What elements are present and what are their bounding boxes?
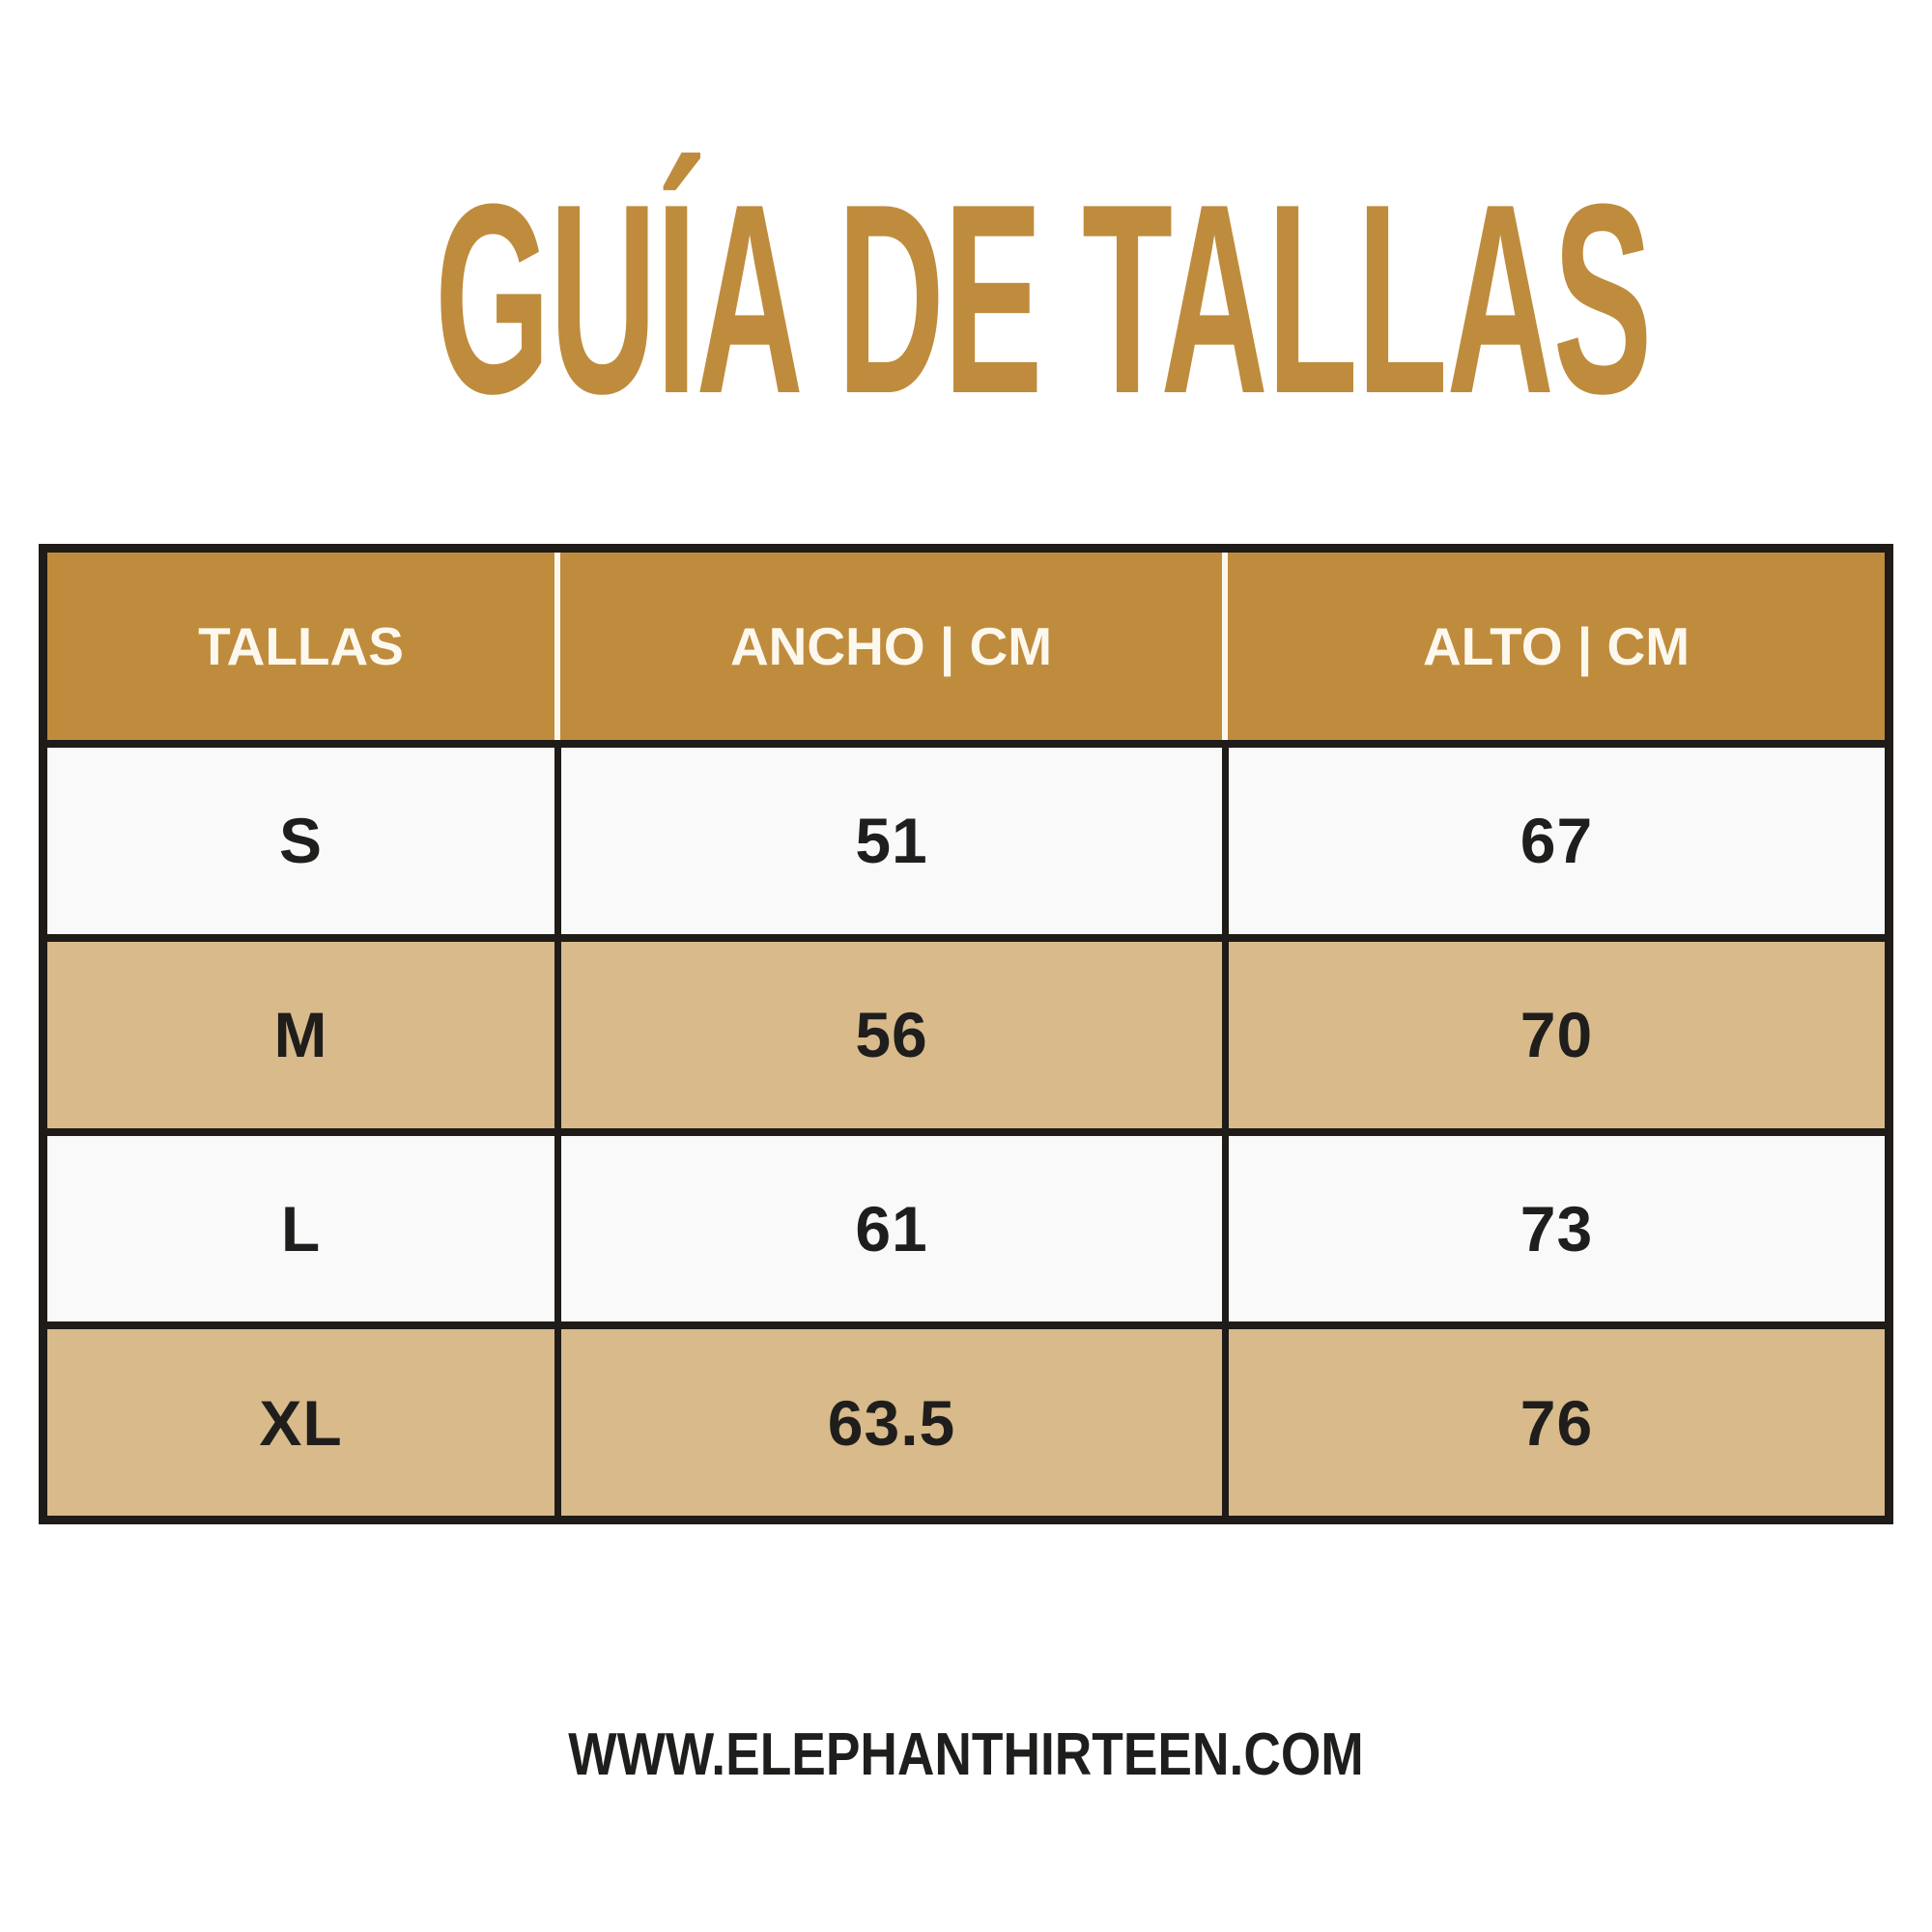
cell-size-s: S bbox=[47, 740, 555, 934]
cell-ancho-l: 61 bbox=[554, 1127, 1223, 1322]
size-table: TALLAS ANCHO | CM ALTO | CM S 51 67 M 56… bbox=[39, 544, 1893, 1524]
website-url: WWW.ELEPHANTHIRTEEN.COM bbox=[568, 1721, 1364, 1788]
column-header-ancho: ANCHO | CM bbox=[554, 553, 1223, 740]
cell-alto-s: 67 bbox=[1222, 740, 1885, 934]
cell-size-l: L bbox=[47, 1127, 555, 1322]
column-header-ancho-label: ANCHO | CM bbox=[729, 616, 1053, 676]
cell-alto-l: 73 bbox=[1222, 1127, 1885, 1322]
cell-alto-m: 70 bbox=[1222, 933, 1885, 1128]
cell-size-xl: XL bbox=[47, 1321, 555, 1516]
cell-ancho-xl: 63.5 bbox=[554, 1321, 1223, 1516]
cell-ancho-m: 56 bbox=[554, 933, 1223, 1128]
column-header-alto-label: ALTO | CM bbox=[1422, 616, 1690, 676]
cell-alto-xl: 76 bbox=[1222, 1321, 1885, 1516]
cell-size-m: M bbox=[47, 933, 555, 1128]
column-header-tallas-label: TALLAS bbox=[198, 616, 404, 676]
page-title: GUÍA DE TALLAS bbox=[435, 149, 1652, 450]
column-header-tallas: TALLAS bbox=[47, 553, 555, 740]
cell-ancho-s: 51 bbox=[554, 740, 1223, 934]
column-header-alto: ALTO | CM bbox=[1222, 553, 1885, 740]
